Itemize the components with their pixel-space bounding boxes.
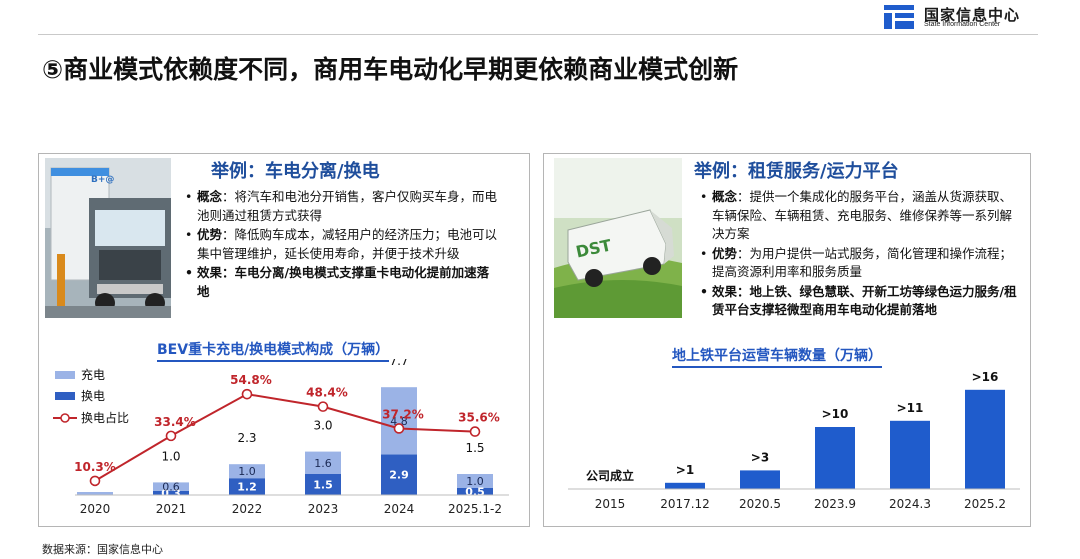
bar-segment-charging (381, 387, 417, 455)
swapping-value-label: 0.3 (161, 487, 181, 500)
bar-segment-charging (229, 464, 265, 479)
bar-value-label: >3 (751, 450, 769, 464)
bar-value-label: >1 (676, 463, 694, 477)
state-info-center-logo: 国家信息中心 State Information Center (884, 2, 1074, 32)
share-point (393, 423, 405, 434)
rental-van-photo: DST (554, 158, 682, 318)
x-tick-label: 2022 (232, 502, 263, 516)
share-point (89, 475, 101, 487)
platform-bar (890, 420, 930, 489)
bar-segment-swapping (381, 454, 417, 495)
share-point (165, 430, 177, 442)
bar-segment-charging (305, 451, 341, 474)
platform-vehicles-bar-chart: 公司成立 >1 >3 >10 >11 >16 2015 2017.12 2020.5 2023.… (568, 370, 1020, 511)
bar-segment-swapping (153, 490, 189, 495)
share-value-label: 10.3% (74, 460, 116, 474)
effect-bullet: 效果：车电分离/换电模式支撑重卡电动化提前加速落地 (185, 264, 501, 301)
charging-value-label: 1.0 (238, 465, 256, 478)
platform-vehicles-chart-title: 地上铁平台运营车辆数量（万辆） (672, 345, 882, 368)
header-divider (38, 34, 1038, 35)
legend-charging-swatch (55, 371, 75, 379)
legend-charging-label: 充电 (81, 367, 105, 382)
x-tick-label: 2024.3 (889, 497, 931, 511)
advantage-bullet: 优势：降低购车成本，减轻用户的经济压力；电池可以集中管理维护，延长使用寿命，并便… (185, 226, 501, 263)
x-tick-label: 2025.1-2 (448, 502, 502, 516)
total-value-label: 1.5 (465, 441, 484, 455)
bar-segment-charging (457, 474, 493, 488)
battery-swap-truck-photo: B+@ (45, 158, 171, 318)
bev-truck-stacked-bar-chart: 充电 换电 换电占比 0.30.6 1.0 1.2 1.0 2.3 1.5 1.6 3.0 2.… (53, 359, 509, 516)
logo-english-name: State Information Center (924, 21, 1001, 28)
battery-swap-panel: B+@ 举例：车电分离/换电 概念：将汽车和电池分开销售，客户仅购买车身，而电池… (38, 153, 530, 527)
logo-chinese-name: 国家信息中心 (924, 6, 1021, 24)
share-point (241, 388, 253, 400)
platform-bar (965, 389, 1005, 489)
share-value-label: 37.2% (382, 407, 424, 421)
rental-example-title: 举例：租赁服务/运力平台 (694, 161, 899, 182)
total-value-label: 2.3 (237, 431, 256, 445)
bev-truck-chart-title: BEV重卡充电/换电模式构成（万辆） (157, 339, 390, 362)
charging-value-label: 0.6 (162, 481, 180, 494)
x-tick-label: 2021 (156, 502, 187, 516)
platform-bar (815, 427, 855, 489)
legend-swapping-label: 换电 (81, 389, 105, 403)
share-value-label: 35.6% (458, 411, 500, 425)
x-tick-label: 2017.12 (660, 497, 710, 511)
share-point (317, 401, 329, 412)
platform-bar (740, 470, 780, 489)
bar-segment-swapping (305, 474, 341, 495)
bar-value-label: 公司成立 (586, 468, 634, 483)
battery-swap-bullet-list: 概念：将汽车和电池分开销售，客户仅购买车身，而电池则通过租赁方式获得 优势：降低… (185, 188, 501, 302)
x-tick-label: 2020 (80, 502, 111, 516)
legend-share-label: 换电占比 (81, 410, 129, 425)
x-tick-label: 2023.9 (814, 497, 856, 511)
bar-segment-swapping (457, 488, 493, 495)
x-tick-label: 2015 (595, 497, 626, 511)
bar-segment-swapping (229, 478, 265, 495)
bar-value-label: >11 (897, 401, 924, 415)
share-value-label: 33.4% (154, 415, 196, 429)
concept-bullet: 概念：将汽车和电池分开销售，客户仅购买车身，而电池则通过租赁方式获得 (185, 188, 501, 225)
rental-platform-panel: DST 举例：租赁服务/运力平台 概念：提供一个集成化的服务平台，涵盖从货源获取… (543, 153, 1031, 527)
share-value-label: 54.8% (230, 373, 272, 387)
legend-share-marker (60, 413, 70, 423)
share-value-label: 48.4% (306, 386, 348, 400)
x-tick-label: 2025.2 (964, 497, 1006, 511)
x-tick-label: 2023 (308, 502, 339, 516)
total-value-label: 7.7 (389, 359, 408, 368)
station-sign-text: B+@ (91, 175, 114, 185)
concept-bullet: 概念：提供一个集成化的服务平台，涵盖从货源获取、车辆保险、车辆租赁、充电服务、维… (700, 188, 1020, 244)
x-tick-label: 2020.5 (739, 497, 781, 511)
bar-segment-charging (77, 492, 113, 495)
bar-value-label: >16 (972, 370, 999, 384)
share-line (94, 393, 476, 482)
share-point (469, 426, 481, 437)
charging-value-label: 1.6 (314, 457, 332, 470)
chart-legend: 充电 换电 换电占比 (53, 367, 129, 425)
bar-segment-charging (153, 482, 189, 491)
swapping-value-label: 2.9 (389, 469, 409, 482)
platform-bar (665, 482, 705, 489)
rental-bullet-list: 概念：提供一个集成化的服务平台，涵盖从货源获取、车辆保险、车辆租赁、充电服务、维… (700, 188, 1020, 321)
total-value-label: 3.0 (313, 419, 332, 433)
swapping-value-label: 1.5 (313, 479, 333, 492)
bar-value-label: >10 (822, 407, 849, 421)
charging-value-label: 4.8 (390, 415, 408, 428)
advantage-bullet: 优势：为用户提供一站式服务，简化管理和操作流程；提高资源利用率和服务质量 (700, 245, 1020, 282)
total-value-label: 1.0 (161, 449, 180, 463)
swapping-value-label: 1.2 (237, 481, 257, 494)
page-title: ⑤商业模式依赖度不同，商用车电动化早期更依赖商业模式创新 (42, 55, 739, 84)
battery-swap-example-title: 举例：车电分离/换电 (211, 161, 380, 182)
data-source-note: 数据来源：国家信息中心 (42, 543, 163, 556)
legend-swapping-swatch (55, 392, 75, 400)
x-tick-label: 2024 (384, 502, 415, 516)
charging-value-label: 1.0 (466, 475, 484, 488)
logo-icon (884, 5, 914, 29)
effect-bullet: 效果：地上铁、绿色慧联、开新工坊等绿色运力服务/租赁平台支撑轻微型商用车电动化提… (700, 283, 1020, 320)
